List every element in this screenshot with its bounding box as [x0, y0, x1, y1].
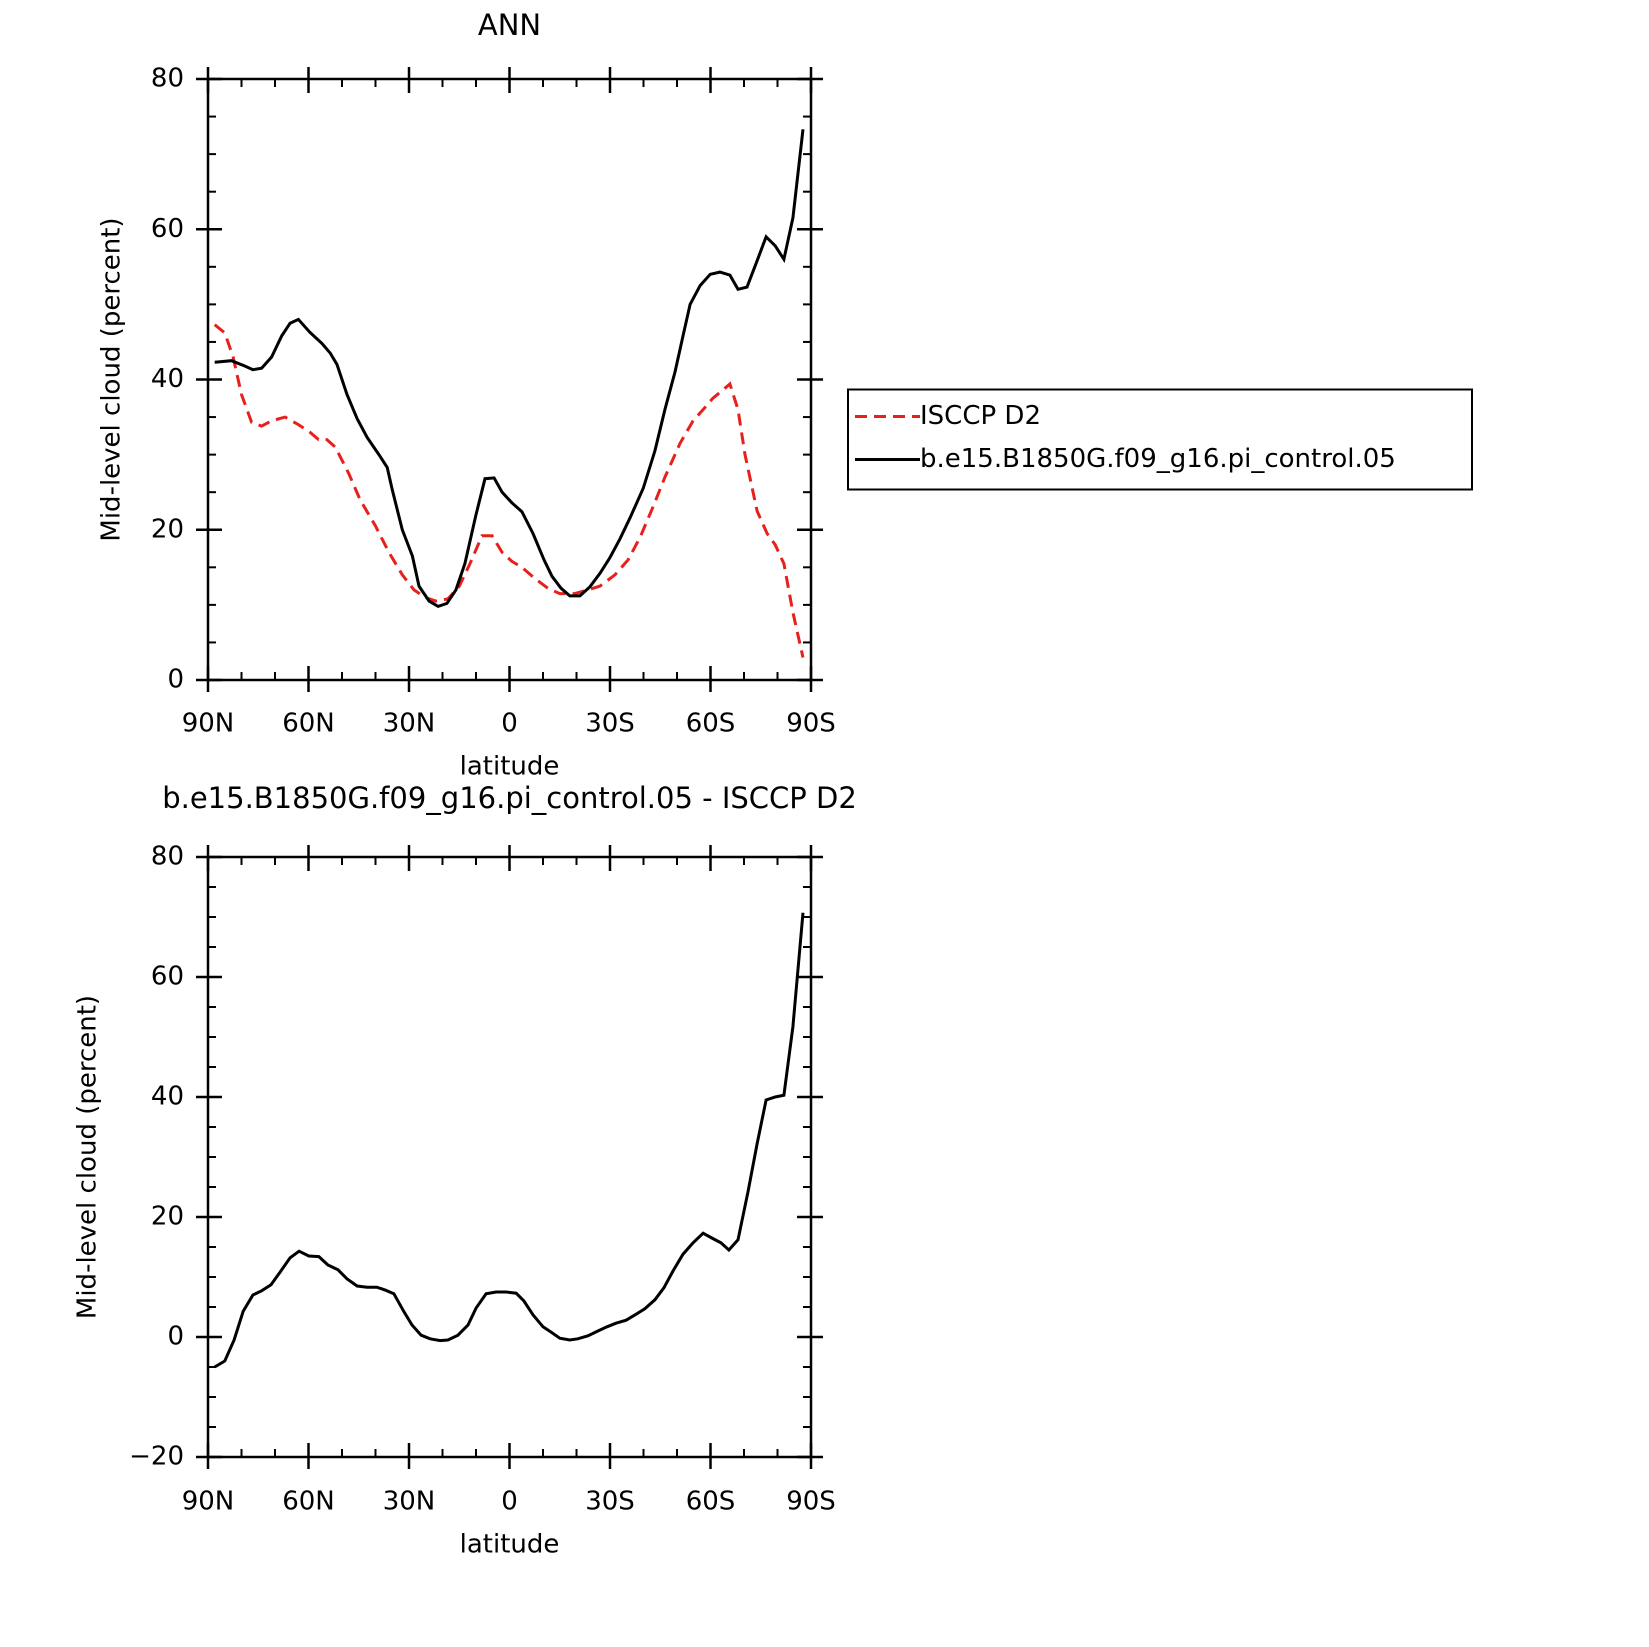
y-axis-label: Mid-level cloud (percent): [97, 217, 127, 541]
y-tick-label: 0: [167, 665, 184, 695]
chart-title: b.e15.B1850G.f09_g16.pi_control.05 - ISC…: [162, 781, 857, 815]
y-tick-label: 60: [151, 214, 184, 244]
x-tick-label: 30S: [585, 1487, 635, 1517]
y-tick-label: 20: [151, 514, 184, 544]
y-tick-label: 60: [151, 962, 184, 992]
y-tick-label: 40: [151, 1082, 184, 1112]
data-line: [213, 912, 805, 1369]
y-tick-label: 80: [151, 64, 184, 94]
x-tick-label: 60N: [282, 1487, 335, 1517]
x-tick-label: 90S: [786, 709, 836, 739]
x-tick-label: 90N: [182, 709, 235, 739]
x-tick-label: 60S: [686, 1487, 736, 1517]
y-axis-label: Mid-level cloud (percent): [73, 995, 103, 1319]
y-tick-label: 40: [151, 364, 184, 394]
x-axis-label: latitude: [460, 1530, 560, 1560]
legend-label: ISCCP D2: [920, 401, 1041, 431]
data-line: [214, 129, 805, 609]
x-tick-label: 30N: [383, 1487, 436, 1517]
y-tick-label: 20: [151, 1202, 184, 1232]
y-tick-label: 80: [151, 842, 184, 872]
chart-title: ANN: [478, 8, 541, 42]
x-tick-label: 90N: [182, 1487, 235, 1517]
x-axis-label: latitude: [460, 752, 560, 782]
x-tick-label: 90S: [786, 1487, 836, 1517]
y-tick-label: −20: [129, 1442, 184, 1472]
x-tick-label: 0: [501, 1487, 518, 1517]
x-tick-label: 30S: [585, 709, 635, 739]
y-tick-label: 0: [167, 1322, 184, 1352]
x-tick-label: 60S: [686, 709, 736, 739]
x-tick-label: 0: [501, 709, 518, 739]
legend-box: [847, 388, 1473, 491]
legend-label: b.e15.B1850G.f09_g16.pi_control.05: [920, 444, 1396, 474]
x-tick-label: 60N: [282, 709, 335, 739]
data-line: [213, 323, 805, 658]
plot-frame: [206, 77, 813, 682]
x-tick-label: 30N: [383, 709, 436, 739]
plot-frame: [206, 855, 813, 1459]
